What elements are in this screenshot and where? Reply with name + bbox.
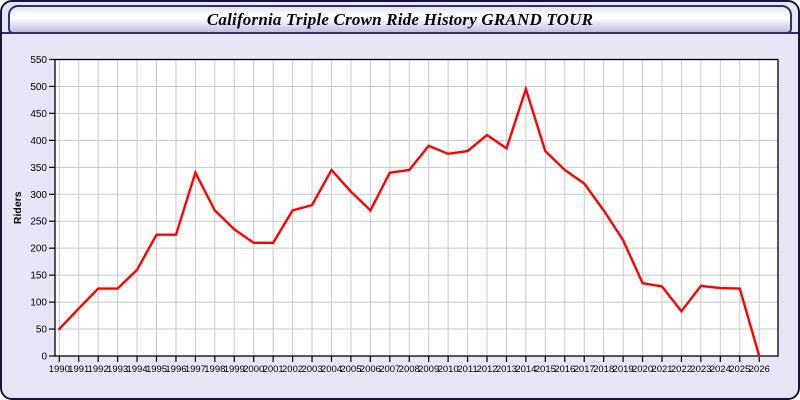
x-tick-label: 2010 [438,364,459,375]
x-tick-label: 1991 [68,364,89,375]
plot-area [55,59,778,356]
x-tick-label: 2000 [243,364,264,375]
x-tick-label: 2005 [340,364,361,375]
y-tick-label: 0 [41,352,47,363]
y-tick-label: 200 [30,244,47,255]
x-tick-label: 2011 [457,364,477,375]
x-tick-label: 2018 [593,364,614,375]
x-tick-label: 2017 [574,364,595,375]
x-tick-label: 2021 [651,364,672,375]
y-tick-label: 100 [30,298,47,309]
y-axis-title: Riders [12,191,24,224]
y-tick-label: 500 [30,82,47,93]
title-bar: California Triple Crown Ride History GRA… [8,5,792,34]
x-tick-label: 2025 [729,364,750,375]
x-tick-label: 2015 [535,364,556,375]
riders-line-series [58,85,761,358]
x-tick-label: 1995 [146,364,167,375]
x-tick-label: 2004 [321,364,342,375]
y-tick-label: 50 [36,325,48,336]
x-tick-label: 2014 [515,364,536,375]
y-tick-label: 350 [30,163,47,174]
x-tick-label: 2009 [418,364,439,375]
x-tick-label: 1996 [165,364,186,375]
x-tick-label: 1990 [49,364,70,375]
y-tick-label: 150 [30,271,47,282]
y-tick-label: 400 [30,136,47,147]
x-tick-label: 1993 [107,364,128,375]
y-tick-label: 450 [30,109,47,120]
x-tick-label: 2016 [554,364,575,375]
y-tick-label: 250 [30,217,47,228]
x-tick-label: 2006 [360,364,381,375]
x-tick-label: 1997 [185,364,206,375]
x-tick-label: 1992 [88,364,109,375]
x-tick-label: 2026 [749,364,770,375]
x-tick-label: 2002 [282,364,303,375]
x-tick-label: 2007 [379,364,400,375]
plot-border [54,58,779,357]
x-tick-label: 2022 [671,364,692,375]
y-tick-label: 550 [30,55,47,66]
y-tick-label: 300 [30,190,47,201]
x-tick-label: 2008 [399,364,420,375]
x-tick-label: 2024 [710,364,731,375]
x-tick-label: 2003 [301,364,322,375]
x-tick-label: 1998 [204,364,225,375]
chart-title: California Triple Crown Ride History GRA… [206,9,594,29]
x-tick-label: 2020 [632,364,653,375]
x-tick-label: 2023 [690,364,711,375]
x-tick-label: 1999 [224,364,245,375]
x-tick-label: 2012 [476,364,497,375]
x-tick-label: 2019 [613,364,634,375]
x-tick-label: 2013 [496,364,517,375]
x-tick-label: 1994 [126,364,147,375]
x-tick-label: 2001 [263,364,284,375]
